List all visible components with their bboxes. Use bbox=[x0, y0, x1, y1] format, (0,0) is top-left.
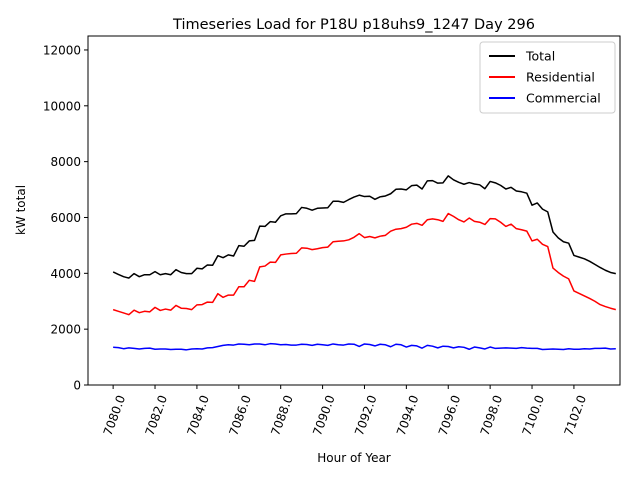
y-tick-label: 4000 bbox=[50, 267, 81, 281]
x-axis-label: Hour of Year bbox=[317, 451, 391, 465]
y-tick-label: 12000 bbox=[43, 43, 81, 57]
plot-series bbox=[112, 175, 617, 351]
y-tick-label: 6000 bbox=[50, 211, 81, 225]
y-tick-label: 8000 bbox=[50, 155, 81, 169]
plot-frame bbox=[87, 35, 621, 386]
legend: Total Residential Commercial bbox=[479, 41, 616, 114]
chart-title: Timeseries Load for P18U p18uhs9_1247 Da… bbox=[172, 17, 535, 33]
y-axis: 0 2000 4000 6000 8000 10000 12000 bbox=[43, 43, 88, 393]
legend-box bbox=[479, 41, 616, 114]
legend-label-commercial: Commercial bbox=[526, 91, 601, 106]
legend-label-total: Total bbox=[525, 49, 555, 64]
y-tick-label: 10000 bbox=[43, 99, 81, 113]
series-line-total bbox=[112, 175, 616, 279]
y-axis-label: kW total bbox=[14, 185, 28, 235]
y-tick-label: 0 bbox=[73, 379, 81, 393]
series-line-residential bbox=[112, 212, 617, 316]
y-tick-label: 2000 bbox=[50, 323, 81, 337]
series-line-commercial bbox=[113, 342, 616, 351]
legend-label-residential: Residential bbox=[526, 70, 595, 85]
